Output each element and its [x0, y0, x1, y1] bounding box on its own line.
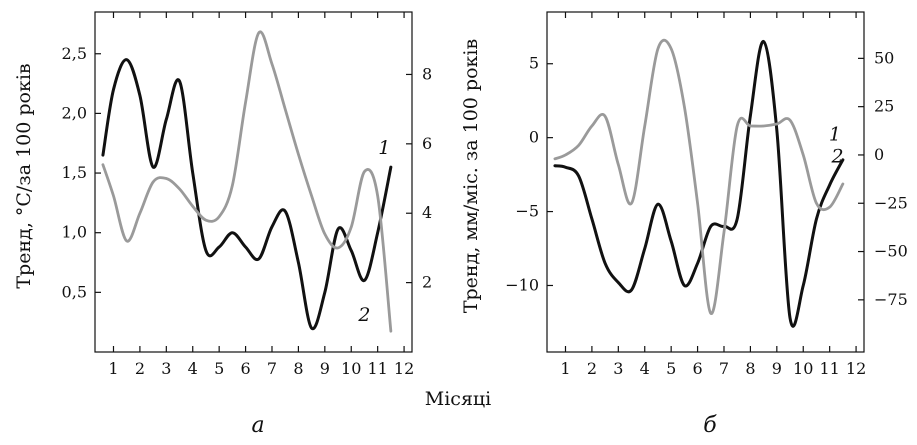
series-line-2	[101, 30, 393, 333]
x-axis-title: Місяці	[425, 388, 491, 410]
left-tick-label: 1,0	[62, 223, 87, 242]
x-tick-label: 12	[394, 359, 414, 378]
left-tick-label: 2,0	[62, 103, 87, 122]
x-tick-label: 6	[240, 359, 250, 378]
series-label-1: 1	[829, 124, 841, 146]
right-tick-label: 50	[874, 48, 894, 67]
plot-frame	[94, 11, 413, 353]
panel-letter: б	[703, 413, 717, 438]
series-line-1	[101, 58, 393, 331]
x-tick-label: 10	[341, 359, 361, 378]
x-tick-label: 6	[692, 359, 702, 378]
left-tick-label: 2,5	[62, 44, 87, 63]
series-line-1	[553, 40, 845, 328]
plot-frame	[546, 11, 865, 353]
left-tick-label: 0	[529, 128, 539, 147]
x-tick-label: 12	[846, 359, 866, 378]
x-tick-label: 2	[587, 359, 597, 378]
x-tick-label: 3	[613, 359, 623, 378]
right-tick-label: −75	[874, 290, 908, 309]
series-label-2: 2	[831, 145, 844, 167]
x-tick-label: 10	[793, 359, 813, 378]
left-tick-label: 5	[529, 54, 539, 73]
x-tick-label: 7	[719, 359, 729, 378]
left-tick-label: 0,5	[62, 282, 87, 301]
right-tick-label: 8	[422, 64, 432, 83]
series-label-1: 1	[378, 137, 390, 159]
x-tick-label: 11	[367, 359, 387, 378]
y-axis-title-left: Тренд, мм/міс. за 100 років	[460, 39, 482, 313]
left-tick-label: −5	[515, 202, 539, 221]
panel-letter: а	[251, 413, 264, 438]
x-tick-label: 8	[293, 359, 303, 378]
right-tick-label: 2	[422, 273, 432, 292]
x-tick-label: 5	[666, 359, 676, 378]
series-line-2	[553, 38, 845, 315]
x-tick-label: 7	[267, 359, 277, 378]
right-tick-label: −25	[874, 193, 908, 212]
right-tick-label: 25	[874, 97, 894, 116]
series-label-2: 2	[357, 304, 370, 326]
chart-panel-a: 1 2 3 4 5 6 7 8 9 10 11 120,51,01,52,02,52468Тренд,…	[13, 11, 432, 438]
x-tick-label: 2	[135, 359, 145, 378]
x-tick-label: 4	[188, 359, 198, 378]
x-tick-label: 5	[214, 359, 224, 378]
x-tick-label: 1	[108, 359, 118, 378]
right-tick-label: 4	[422, 203, 432, 222]
x-tick-label: 8	[745, 359, 755, 378]
chart-panel-b: 1 2 3 4 5 6 7 8 9 10 11 12−10−505−75−50−2502550Трен…	[460, 11, 908, 438]
x-tick-label: 4	[640, 359, 650, 378]
y-axis-title-left: Тренд, °С/за 100 років	[13, 63, 35, 288]
left-tick-label: 1,5	[62, 163, 87, 182]
x-tick-label: 9	[320, 359, 330, 378]
x-tick-label: 3	[161, 359, 171, 378]
right-tick-label: 0	[874, 145, 884, 164]
left-tick-label: −10	[505, 275, 539, 294]
right-tick-label: −50	[874, 242, 908, 261]
x-tick-label: 1	[560, 359, 570, 378]
x-tick-label: 9	[772, 359, 782, 378]
x-tick-label: 11	[819, 359, 839, 378]
right-tick-label: 6	[422, 134, 432, 153]
